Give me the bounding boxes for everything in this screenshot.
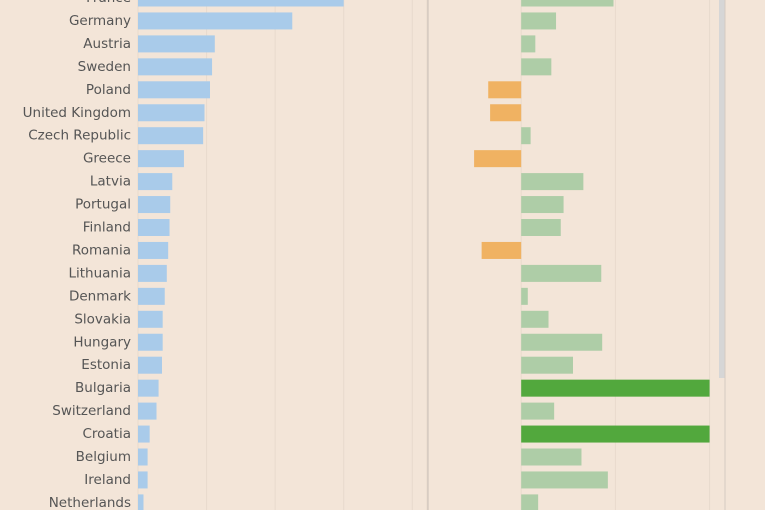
category-label-germany: Germany <box>69 13 131 29</box>
left-bar-bulgaria <box>138 379 159 397</box>
right-panel-bars <box>474 0 710 510</box>
right-bar-poland <box>488 81 522 99</box>
category-label-switzerland: Switzerland <box>52 403 131 419</box>
left-bar-france <box>138 0 344 7</box>
right-bar-romania <box>481 241 522 259</box>
left-bar-ireland <box>138 471 148 489</box>
left-bar-belgium <box>138 448 148 466</box>
right-bar-bulgaria <box>521 379 710 397</box>
category-label-greece: Greece <box>83 151 131 167</box>
category-label-poland: Poland <box>86 82 131 98</box>
left-bar-croatia <box>138 425 150 443</box>
right-bar-united-kingdom <box>490 104 522 122</box>
right-bar-slovakia <box>521 310 549 328</box>
scrollbar[interactable] <box>719 0 725 378</box>
right-bar-denmark <box>521 287 528 305</box>
category-label-sweden: Sweden <box>78 59 131 75</box>
category-label-latvia: Latvia <box>90 174 131 190</box>
right-bar-greece <box>474 150 522 168</box>
right-bar-belgium <box>521 448 582 466</box>
left-bar-lithuania <box>138 264 167 282</box>
category-label-czech-republic: Czech Republic <box>28 128 131 144</box>
category-label-denmark: Denmark <box>69 288 131 304</box>
category-label-estonia: Estonia <box>81 357 131 373</box>
category-label-united-kingdom: United Kingdom <box>23 105 131 121</box>
category-label-slovakia: Slovakia <box>74 311 131 327</box>
category-label-austria: Austria <box>83 36 131 52</box>
right-bar-netherlands <box>521 494 539 510</box>
left-bar-finland <box>138 219 170 236</box>
right-bar-sweden <box>521 58 552 76</box>
right-bar-portugal <box>521 196 564 214</box>
left-bar-czech-republic <box>138 127 204 145</box>
left-bar-denmark <box>138 287 165 305</box>
right-bar-finland <box>521 219 561 236</box>
left-bar-slovakia <box>138 310 163 328</box>
left-panel-bars <box>138 0 344 510</box>
category-label-portugal: Portugal <box>75 197 131 213</box>
right-bar-estonia <box>521 356 573 374</box>
right-bar-latvia <box>521 173 584 191</box>
category-label-croatia: Croatia <box>82 426 131 442</box>
left-bar-germany <box>138 12 293 30</box>
right-bar-czech-republic <box>521 127 531 145</box>
left-bar-estonia <box>138 356 162 374</box>
right-bar-lithuania <box>521 264 602 282</box>
category-label-finland: Finland <box>83 220 131 236</box>
left-bar-latvia <box>138 173 173 191</box>
left-bar-hungary <box>138 333 163 351</box>
right-bar-ireland <box>521 471 608 489</box>
left-bar-united-kingdom <box>138 104 205 122</box>
left-bar-portugal <box>138 196 171 214</box>
category-label-lithuania: Lithuania <box>68 265 131 281</box>
right-bar-france <box>521 0 614 7</box>
left-bar-austria <box>138 35 215 53</box>
category-labels: France Germany Austria Sweden Poland United K… <box>23 0 132 510</box>
right-bar-croatia <box>521 425 710 443</box>
left-bar-romania <box>138 241 169 259</box>
left-bar-sweden <box>138 58 213 76</box>
left-bar-switzerland <box>138 402 157 420</box>
right-bar-hungary <box>521 333 603 351</box>
category-label-hungary: Hungary <box>73 334 131 350</box>
left-bar-poland <box>138 81 210 99</box>
left-bar-netherlands <box>138 494 144 510</box>
category-label-netherlands: Netherlands <box>49 495 131 510</box>
right-bar-germany <box>521 12 557 30</box>
right-bar-switzerland <box>521 402 555 420</box>
right-bar-austria <box>521 35 536 53</box>
left-bar-greece <box>138 150 184 168</box>
category-label-france: France <box>86 0 131 6</box>
category-label-belgium: Belgium <box>76 449 131 465</box>
category-label-ireland: Ireland <box>84 472 131 488</box>
category-label-romania: Romania <box>72 242 131 258</box>
category-label-bulgaria: Bulgaria <box>75 380 131 396</box>
